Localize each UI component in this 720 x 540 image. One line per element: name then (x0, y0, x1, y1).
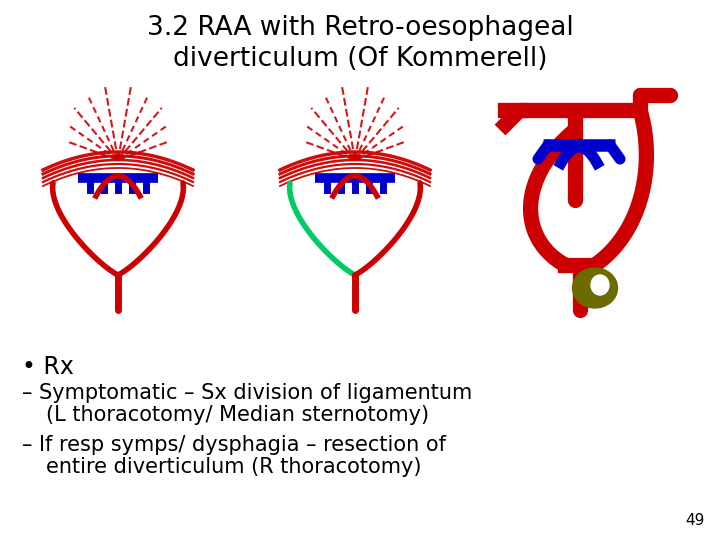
Ellipse shape (591, 275, 609, 295)
Text: 49: 49 (685, 513, 705, 528)
Text: • Rx: • Rx (22, 355, 74, 379)
Text: (L thoracotomy/ Median sternotomy): (L thoracotomy/ Median sternotomy) (46, 405, 429, 425)
Text: 3.2 RAA with Retro-oesophageal: 3.2 RAA with Retro-oesophageal (147, 15, 573, 41)
Ellipse shape (572, 268, 618, 308)
Text: diverticulum (Of Kommerell): diverticulum (Of Kommerell) (173, 46, 547, 72)
Text: entire diverticulum (R thoracotomy): entire diverticulum (R thoracotomy) (46, 457, 421, 477)
Text: – Symptomatic – Sx division of ligamentum: – Symptomatic – Sx division of ligamentu… (22, 383, 472, 403)
Text: – If resp symps/ dysphagia – resection of: – If resp symps/ dysphagia – resection o… (22, 435, 446, 455)
